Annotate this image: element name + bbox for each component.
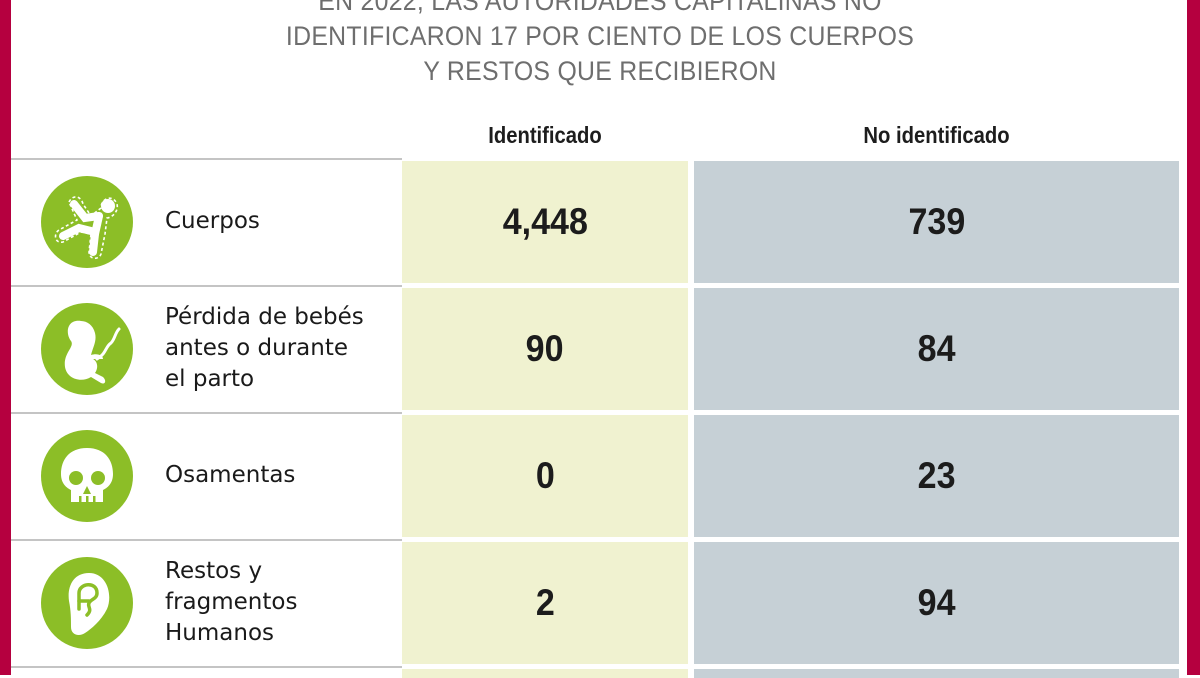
title-line-2: IDENTIFICARON 17 POR CIENTO DE LOS CUERP…: [285, 21, 915, 51]
skull-icon: [41, 430, 133, 522]
ear-icon: [41, 557, 133, 649]
title-line-3: Y RESTOS QUE RECIBIERON: [423, 56, 777, 86]
not-identified-value: 23: [694, 415, 1179, 537]
identified-value: 4,448: [402, 161, 688, 283]
row-divider: [11, 412, 402, 414]
row-label: Cuerpos: [165, 208, 260, 234]
table-row-partial: [11, 666, 1187, 678]
row-label: Osamentas: [165, 462, 296, 488]
identified-value: 0: [402, 415, 688, 537]
right-border-strip: [1187, 0, 1200, 675]
identified-value: 90: [402, 288, 688, 410]
not-identified-value: 94: [694, 542, 1179, 664]
table-row-cuerpos: Cuerpos 4,448 739: [11, 158, 1187, 285]
row-divider: [11, 158, 402, 160]
not-identified-value: 84: [694, 288, 1179, 410]
identified-value: 2: [402, 542, 688, 664]
table-row-perdida-bebes: Pérdida de bebés antes o durante el part…: [11, 285, 1187, 412]
table-row-restos-fragmentos: Restos y fragmentos Humanos 2 94: [11, 539, 1187, 666]
not-identified-value: 739: [694, 161, 1179, 283]
fetus-icon: [41, 303, 133, 395]
row-divider: [11, 285, 402, 287]
identified-cell-partial: [402, 669, 688, 678]
table-row-osamentas: Osamentas 0 23: [11, 412, 1187, 539]
infographic-title: EN 2022, LAS AUTORIDADES CAPITALINAS NO …: [232, 0, 968, 89]
column-header-identified: Identificado: [488, 122, 602, 148]
body-outline-icon: [41, 176, 133, 268]
title-line-1: EN 2022, LAS AUTORIDADES CAPITALINAS NO: [318, 0, 882, 16]
row-divider: [11, 666, 402, 668]
row-label: Pérdida de bebés antes o durante el part…: [165, 304, 364, 392]
column-header-not-identified: No identificado: [863, 122, 1010, 148]
left-border-strip: [0, 0, 11, 675]
row-label: Restos y fragmentos Humanos: [165, 558, 298, 646]
row-divider: [11, 539, 402, 541]
not-identified-cell-partial: [694, 669, 1179, 678]
